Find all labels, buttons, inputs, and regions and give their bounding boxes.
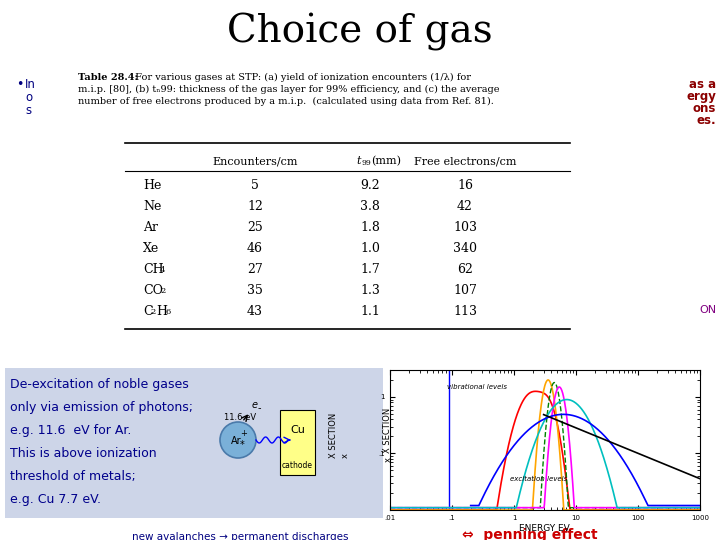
Text: CH: CH (143, 263, 163, 276)
Text: +: + (240, 429, 248, 438)
Text: vibrational levels: vibrational levels (446, 384, 507, 390)
Text: x: x (341, 453, 349, 457)
Text: -: - (258, 403, 261, 413)
Text: 3.8: 3.8 (360, 200, 380, 213)
Text: Table 28.4:: Table 28.4: (78, 73, 138, 82)
Text: 103: 103 (453, 221, 477, 234)
Text: ons: ons (693, 102, 716, 115)
Text: 107: 107 (453, 284, 477, 297)
Text: o: o (25, 91, 32, 104)
Text: 2: 2 (150, 308, 156, 316)
Text: 1.0: 1.0 (360, 242, 380, 255)
Text: threshold of metals;: threshold of metals; (10, 470, 136, 483)
Text: Ar: Ar (230, 436, 241, 446)
Text: 12: 12 (247, 200, 263, 213)
Text: x: x (384, 457, 392, 462)
Text: ⇔  penning effect: ⇔ penning effect (462, 528, 598, 540)
Text: X SECTION: X SECTION (384, 407, 392, 453)
Circle shape (220, 422, 256, 458)
Text: •: • (16, 78, 23, 91)
Text: (mm): (mm) (371, 156, 401, 166)
Text: 25: 25 (247, 221, 263, 234)
Text: CO: CO (143, 284, 163, 297)
Text: es.: es. (696, 114, 716, 127)
Text: 27: 27 (247, 263, 263, 276)
Text: 113: 113 (453, 305, 477, 318)
Text: Free electrons/cm: Free electrons/cm (414, 156, 516, 166)
Text: 46: 46 (247, 242, 263, 255)
Text: 4: 4 (160, 266, 166, 274)
Text: ergy: ergy (686, 90, 716, 103)
Text: 1.3: 1.3 (360, 284, 380, 297)
Text: De-excitation of noble gases: De-excitation of noble gases (10, 378, 189, 391)
FancyBboxPatch shape (5, 368, 383, 518)
Text: H: H (156, 305, 167, 318)
Text: *: * (240, 440, 244, 450)
Text: 1.1: 1.1 (360, 305, 380, 318)
Text: e.g. 11.6  eV for Ar.: e.g. 11.6 eV for Ar. (10, 424, 131, 437)
Text: Ar: Ar (143, 221, 158, 234)
Text: 42: 42 (457, 200, 473, 213)
Text: 43: 43 (247, 305, 263, 318)
Text: For various gases at STP: (a) yield of ionization encounters (1/λ) for: For various gases at STP: (a) yield of i… (132, 73, 471, 82)
Text: s: s (25, 104, 31, 117)
Text: only via emission of photons;: only via emission of photons; (10, 401, 193, 414)
Bar (280, 410, 315, 475)
Text: Xe: Xe (143, 242, 159, 255)
Text: In: In (25, 78, 36, 91)
Text: Encounters/cm: Encounters/cm (212, 156, 298, 166)
X-axis label: ENERGY EV.: ENERGY EV. (518, 524, 571, 532)
Text: 35: 35 (247, 284, 263, 297)
Text: 6: 6 (165, 308, 170, 316)
Text: e.g. Cu 7.7 eV.: e.g. Cu 7.7 eV. (10, 493, 101, 506)
Text: Ne: Ne (143, 200, 161, 213)
Text: as a: as a (689, 78, 716, 91)
Text: 11.6 eV: 11.6 eV (224, 413, 256, 422)
Text: 99: 99 (362, 159, 372, 167)
Text: Choice of gas: Choice of gas (228, 13, 492, 51)
Text: ON: ON (699, 305, 716, 315)
Text: 1.7: 1.7 (360, 263, 380, 276)
Text: 1.8: 1.8 (360, 221, 380, 234)
Text: C: C (143, 305, 153, 318)
Text: t: t (356, 156, 361, 166)
Text: 9.2: 9.2 (360, 179, 380, 192)
Text: 2: 2 (160, 287, 166, 295)
Text: number of free electrons produced by a m.i.p.  (calculated using data from Ref. : number of free electrons produced by a m… (78, 97, 494, 106)
Text: X SECTION: X SECTION (328, 413, 338, 457)
Text: cathode: cathode (282, 461, 313, 469)
Text: new avalanches → permanent discharges: new avalanches → permanent discharges (132, 532, 348, 540)
Text: He: He (143, 179, 161, 192)
Text: e: e (252, 400, 258, 410)
Text: m.i.p. [80], (b) tₙ99: thickness of the gas layer for 99% efficiency, and (c) th: m.i.p. [80], (b) tₙ99: thickness of the … (78, 85, 500, 94)
Text: This is above ionization: This is above ionization (10, 447, 157, 460)
Text: Cu: Cu (290, 425, 305, 435)
Text: 16: 16 (457, 179, 473, 192)
Text: 340: 340 (453, 242, 477, 255)
Text: 5: 5 (251, 179, 259, 192)
Text: 62: 62 (457, 263, 473, 276)
Text: excitation levels: excitation levels (510, 476, 567, 482)
